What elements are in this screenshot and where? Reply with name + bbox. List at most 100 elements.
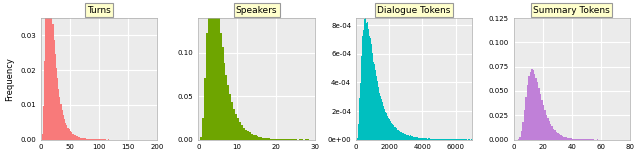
Bar	[64, 119, 65, 140]
Bar	[260, 137, 262, 140]
Bar	[83, 138, 84, 140]
Bar	[237, 118, 239, 140]
Bar	[97, 139, 98, 140]
Bar	[90, 139, 91, 140]
Bar	[579, 139, 580, 140]
Bar	[235, 114, 237, 140]
Bar	[289, 139, 291, 140]
Bar	[100, 139, 101, 140]
Bar	[86, 139, 87, 140]
Bar	[276, 139, 278, 140]
Bar	[524, 110, 525, 140]
Bar	[547, 118, 548, 140]
Bar	[556, 132, 557, 140]
Bar	[225, 75, 227, 140]
Bar	[566, 137, 568, 140]
Bar	[76, 136, 77, 140]
Bar	[568, 138, 569, 140]
Bar	[582, 139, 584, 140]
Bar	[576, 139, 578, 140]
Bar	[54, 54, 56, 140]
Bar	[536, 78, 537, 140]
Bar	[532, 70, 534, 140]
Bar	[204, 78, 206, 140]
Bar	[525, 97, 527, 140]
Bar	[85, 139, 86, 140]
Title: Summary Tokens: Summary Tokens	[533, 6, 610, 15]
Bar	[262, 138, 264, 140]
Bar	[51, 7, 52, 140]
Bar	[65, 123, 67, 140]
Bar	[52, 24, 54, 140]
Bar	[221, 47, 223, 140]
Bar	[554, 130, 556, 140]
Bar	[562, 136, 563, 140]
Bar	[77, 136, 78, 140]
Bar	[92, 139, 93, 140]
Bar	[58, 89, 60, 140]
Bar	[527, 85, 528, 140]
Bar	[249, 132, 251, 140]
Bar	[572, 139, 573, 140]
Bar	[42, 134, 43, 140]
Bar	[586, 139, 588, 140]
Bar	[95, 139, 97, 140]
Bar	[212, 0, 214, 140]
Bar	[521, 131, 522, 140]
Bar	[264, 138, 266, 140]
Y-axis label: Frequency: Frequency	[6, 57, 15, 101]
Bar	[284, 139, 285, 140]
Bar	[588, 139, 589, 140]
Bar	[60, 98, 61, 140]
Bar	[81, 138, 83, 140]
Bar	[71, 132, 72, 140]
Bar	[243, 128, 245, 140]
Bar	[557, 133, 559, 140]
Bar	[534, 74, 536, 140]
Bar	[518, 139, 520, 140]
Bar	[220, 33, 221, 140]
Bar	[575, 139, 576, 140]
Bar	[580, 139, 582, 140]
Bar	[70, 131, 71, 140]
Bar	[272, 139, 274, 140]
Bar	[520, 137, 521, 140]
Bar	[540, 94, 541, 140]
Bar	[280, 139, 282, 140]
Bar	[578, 139, 579, 140]
Bar	[543, 105, 544, 140]
Title: Dialogue Tokens: Dialogue Tokens	[378, 6, 451, 15]
Bar	[569, 138, 570, 140]
Bar	[247, 131, 249, 140]
Bar	[94, 139, 95, 140]
Bar	[550, 124, 552, 140]
Bar	[80, 137, 81, 140]
Bar	[47, 0, 48, 140]
Bar	[245, 129, 247, 140]
Bar	[206, 33, 208, 140]
Bar	[522, 122, 524, 140]
Bar	[270, 139, 272, 140]
Bar	[528, 76, 530, 140]
Bar	[541, 100, 543, 140]
Bar	[210, 0, 212, 140]
Bar	[285, 139, 287, 140]
Bar	[79, 137, 80, 140]
Bar	[74, 135, 76, 140]
Bar	[570, 138, 572, 140]
Bar	[67, 128, 68, 140]
Bar	[559, 134, 560, 140]
Bar	[43, 106, 44, 140]
Bar	[61, 110, 63, 140]
Title: Speakers: Speakers	[236, 6, 277, 15]
Bar	[282, 139, 284, 140]
Bar	[239, 122, 241, 140]
Bar	[57, 78, 58, 140]
Bar	[63, 115, 64, 140]
Bar	[91, 139, 92, 140]
Bar	[50, 0, 51, 140]
Bar	[537, 82, 538, 140]
Bar	[200, 137, 202, 140]
Bar	[585, 139, 586, 140]
Bar	[531, 69, 532, 140]
